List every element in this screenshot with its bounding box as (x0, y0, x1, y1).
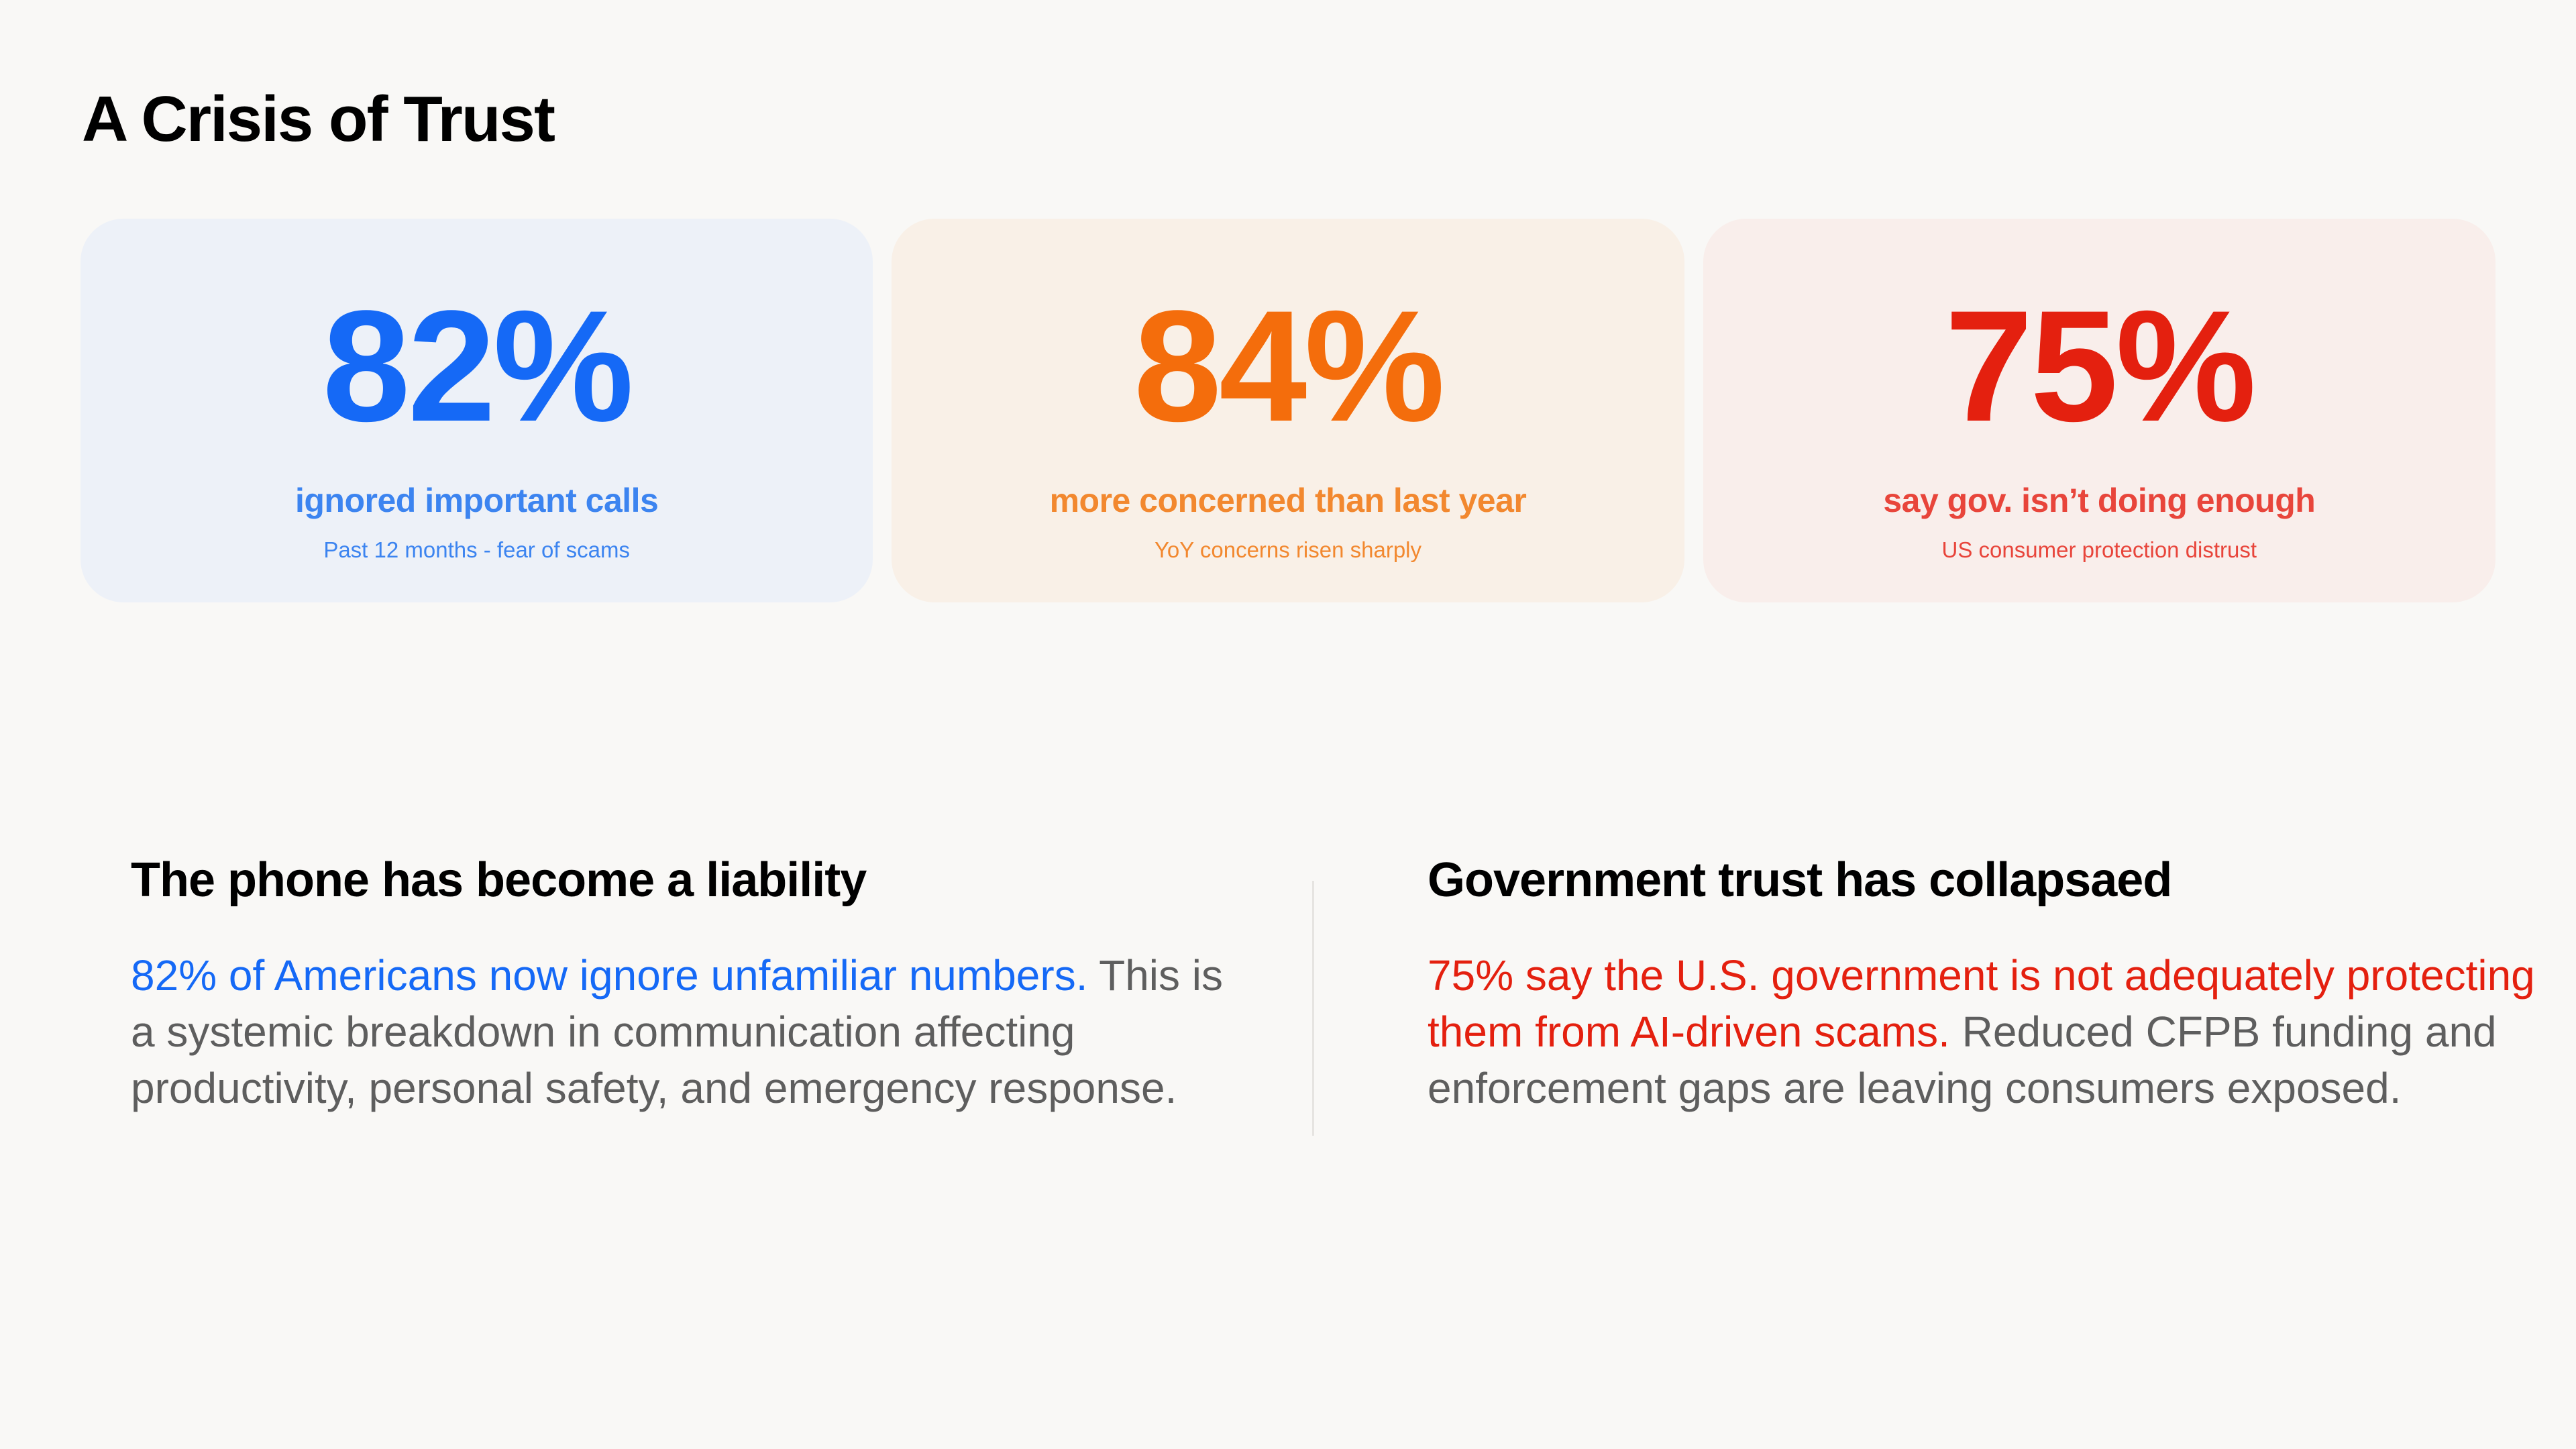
section-heading: The phone has become a liability (131, 853, 867, 907)
column-divider (1312, 881, 1314, 1136)
stat-value: 82% (322, 278, 633, 455)
stat-subtext: YoY concerns risen sharply (1154, 537, 1422, 562)
stat-label: ignored important calls (294, 482, 659, 519)
section-phone-liability: The phone has become a liability 82% of … (131, 847, 1244, 1116)
stat-card-ignored-calls: 82% ignored important calls Past 12 mont… (80, 219, 873, 602)
stat-label: more concerned than last year (1049, 482, 1527, 519)
stat-card-more-concerned: 84% more concerned than last year YoY co… (892, 219, 1684, 602)
section-body-text: Reduced CFPB funding and enforcement gap… (1428, 1008, 2497, 1112)
section-government-trust: Government trust has collapsaed 75% say … (1428, 847, 2541, 1116)
page-title: A Crisis of Trust (82, 83, 555, 155)
stat-subtext: Past 12 months - fear of scams (323, 537, 630, 562)
stat-card-gov-not-enough: 75% say gov. isn’t doing enough US consu… (1703, 219, 2496, 602)
section-body: 75% say the U.S. government is not adequ… (1428, 947, 2541, 1116)
stat-subtext: US consumer protection distrust (1941, 537, 2257, 562)
section-highlight: 75% say the U.S. government is not adequ… (1428, 951, 2535, 1056)
stat-value: 84% (1133, 278, 1445, 455)
stat-label: say gov. isn’t doing enough (1883, 482, 2316, 519)
stat-cards-row: 82% ignored important calls Past 12 mont… (80, 219, 2496, 602)
stat-value: 75% (1945, 278, 2256, 455)
section-body: 82% of Americans now ignore unfamiliar n… (131, 947, 1244, 1116)
section-highlight: 82% of Americans now ignore unfamiliar n… (131, 951, 1088, 1000)
section-body-text: This is a systemic breakdown in communic… (131, 951, 1223, 1112)
section-heading: Government trust has collapsaed (1428, 853, 2172, 907)
